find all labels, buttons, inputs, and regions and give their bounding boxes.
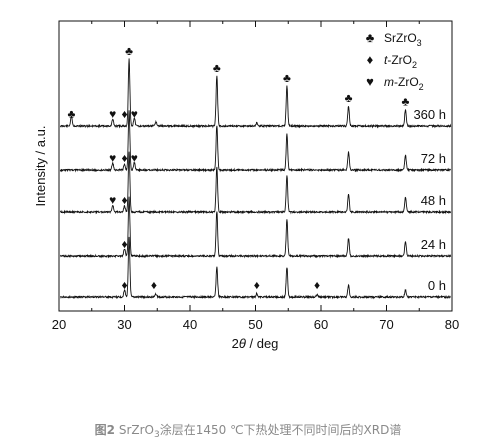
x-tick-label-30: 30 <box>117 317 131 332</box>
marker-0-h-3: ♦ <box>314 278 320 292</box>
marker-0-h-1: ♦ <box>151 278 157 292</box>
trace-72-h <box>59 110 452 173</box>
caption-figure-label: 图2 <box>94 423 115 437</box>
x-tick-label-70: 70 <box>379 317 393 332</box>
marker-360-h-3: ♥ <box>131 107 138 121</box>
marker-360-h-8: ♣ <box>402 94 410 108</box>
y-axis-label: Intensity / a.u. <box>33 126 48 207</box>
legend: ♣ SrZrO3 ♦ t-ZrO2 ♥ m-ZrO2 <box>366 30 424 92</box>
marker-360-h-2: ♦ <box>121 107 127 121</box>
marker-360-h-0: ♣ <box>68 107 76 121</box>
trace-360-h <box>59 58 452 129</box>
xrd-traces <box>59 58 452 300</box>
series-label-0-h: 0 h <box>428 278 446 293</box>
x-tick-label-40: 40 <box>183 317 197 332</box>
caption-text-pre: SrZrO <box>118 423 154 437</box>
marker-0-h-2: ♦ <box>254 278 260 292</box>
caption-subscript: 3 <box>153 430 160 440</box>
marker-360-h-5: ♣ <box>213 61 221 75</box>
caption-text-post: 涂层在1450 ℃下热处理不同时间后的XRD谱 <box>159 423 402 437</box>
series-label-24-h: 24 h <box>421 237 446 252</box>
legend-label-1: t-ZrO2 <box>384 53 417 70</box>
x-axis-label: 2θ / deg <box>232 336 279 351</box>
marker-360-h-6: ♣ <box>283 71 291 85</box>
phase-markers: ♣ ♥ ♦ ♥ ♣ ♣ ♣ ♣ ♣ ♥ ♦ ♥ ♥ ♦ ♦ ♦ ♦ ♦ ♦ <box>68 44 410 292</box>
marker-360-h-7: ♣ <box>345 91 353 105</box>
marker-72-h-1: ♦ <box>121 151 127 165</box>
trace-0-h <box>60 236 451 300</box>
legend-symbol-1: ♦ <box>367 52 374 67</box>
xrd-chart: 20 30 40 50 60 70 80 360 h 72 h 48 h 24 h 0 h ♣ ♥ ♦ ♥… <box>33 20 459 351</box>
legend-symbol-2: ♥ <box>366 74 374 89</box>
x-axis-ticks <box>58 21 453 311</box>
series-labels: 360 h 72 h 48 h 24 h 0 h <box>413 107 446 293</box>
x-axis-tick-labels: 20 30 40 50 60 70 80 <box>52 317 459 332</box>
marker-360-h-4: ♣ <box>125 44 133 58</box>
marker-72-h-2: ♥ <box>131 151 138 165</box>
x-tick-label-20: 20 <box>52 317 66 332</box>
x-tick-label-60: 60 <box>314 317 328 332</box>
marker-48-h-1: ♦ <box>121 193 127 207</box>
figure-caption: 图2 SrZrO3涂层在1450 ℃下热处理不同时间后的XRD谱 <box>0 421 496 440</box>
x-tick-label-80: 80 <box>445 317 459 332</box>
series-label-48-h: 48 h <box>421 193 446 208</box>
series-label-72-h: 72 h <box>421 151 446 166</box>
marker-72-h-0: ♥ <box>109 151 116 165</box>
x-tick-label-50: 50 <box>248 317 262 332</box>
legend-label-0: SrZrO3 <box>384 31 422 48</box>
trace-24-h <box>60 196 452 259</box>
trace-48-h <box>59 151 452 215</box>
marker-48-h-0: ♥ <box>109 193 116 207</box>
legend-label-2: m-ZrO2 <box>384 75 424 92</box>
marker-0-h-0: ♦ <box>121 278 127 292</box>
series-label-360-h: 360 h <box>413 107 446 122</box>
marker-360-h-1: ♥ <box>109 107 116 121</box>
legend-symbol-0: ♣ <box>366 30 375 45</box>
marker-24-h-0: ♦ <box>121 237 127 251</box>
